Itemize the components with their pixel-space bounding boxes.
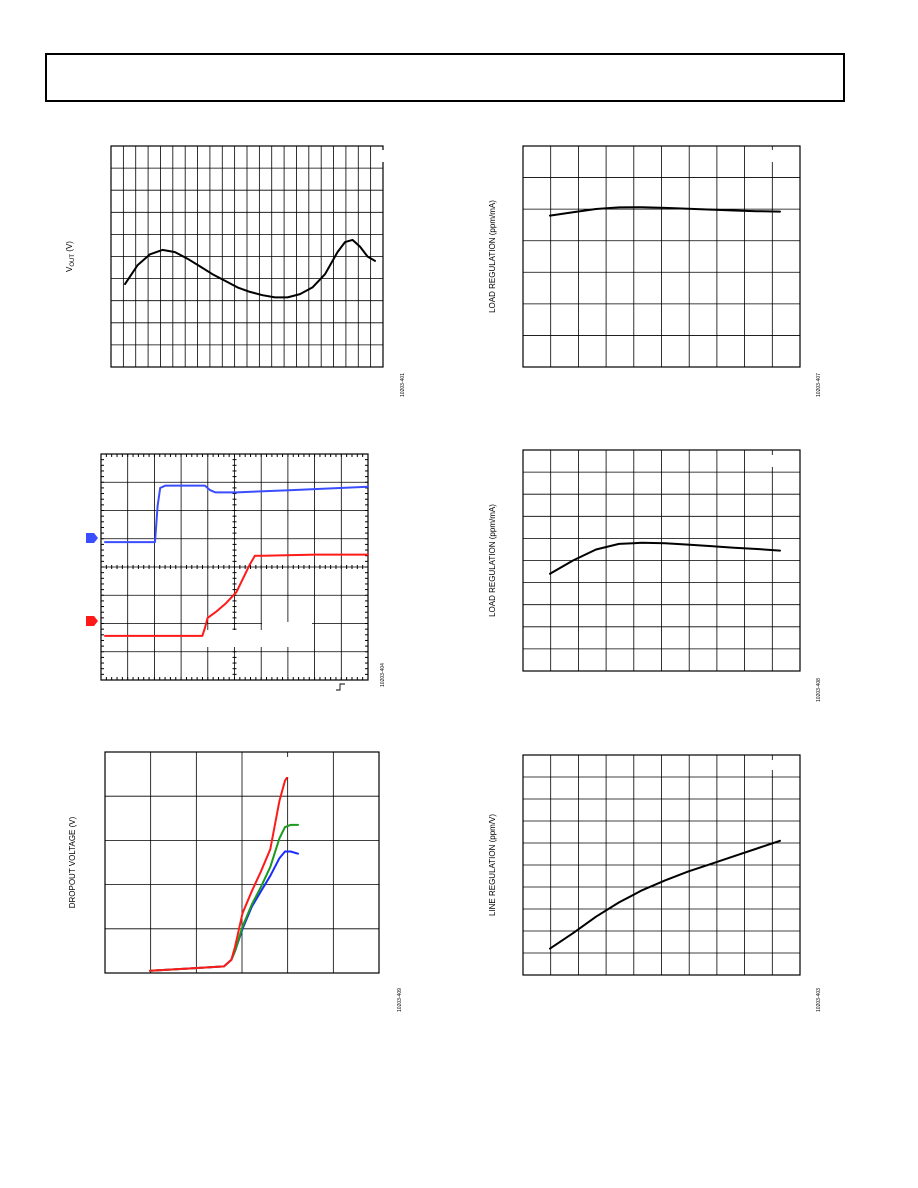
- plot-frame: [110, 145, 384, 368]
- figure-id: 10203-401: [400, 373, 406, 397]
- figure-id: 10203-403: [816, 988, 822, 1012]
- plot-frame: [522, 754, 801, 976]
- y-axis-label: DROPOUT VOLTAGE (V): [68, 816, 77, 908]
- chart-6: [522, 754, 801, 976]
- trigger-icon: [336, 683, 345, 691]
- y-axis-label: LINE REGULATION (ppm/V): [488, 814, 497, 916]
- series-line-1: [149, 850, 299, 972]
- chart-3: [100, 453, 369, 691]
- series-line-2: [104, 553, 369, 637]
- chart-4: [522, 449, 801, 672]
- figure-id: 10203-409: [397, 988, 403, 1012]
- series-line-2: [149, 823, 299, 972]
- y-axis-label: LOAD REGULATION (ppm/mA): [488, 200, 497, 313]
- annotation-blank: [205, 630, 305, 647]
- figure-id: 10203-408: [816, 678, 822, 702]
- page-header-box: [45, 53, 845, 102]
- series-line-1: [549, 839, 781, 950]
- legend-blank: [768, 760, 798, 770]
- y-axis-label-subscript: OUT: [70, 254, 76, 267]
- y-axis-label-unit: (V): [65, 241, 74, 254]
- legend-blank: [768, 150, 798, 162]
- y-axis-label: VOUT (V): [65, 241, 76, 272]
- channel-marker-red: [86, 616, 98, 626]
- legend-blank: [378, 150, 386, 162]
- plot-frame: [522, 145, 801, 368]
- chart-1: [110, 145, 384, 368]
- y-axis-label-symbol: V: [65, 266, 74, 272]
- plot-frame: [104, 751, 380, 974]
- y-axis-label: LOAD REGULATION (ppm/mA): [488, 504, 497, 617]
- annotation-blank: [262, 622, 312, 632]
- chart-2: [522, 145, 801, 368]
- figure-id: 10203-407: [816, 373, 822, 397]
- legend-blank: [768, 455, 798, 467]
- channel-marker-blue: [86, 533, 98, 543]
- series-line-3: [149, 764, 299, 972]
- series-line-1: [549, 206, 781, 217]
- plot-frame: [522, 449, 801, 672]
- series-line-1: [104, 484, 369, 544]
- series-line-1: [124, 238, 376, 299]
- series-line-1: [549, 541, 781, 575]
- figure-id: 10203-404: [380, 663, 386, 687]
- chart-5: [104, 751, 380, 974]
- legend-blank: [280, 757, 325, 777]
